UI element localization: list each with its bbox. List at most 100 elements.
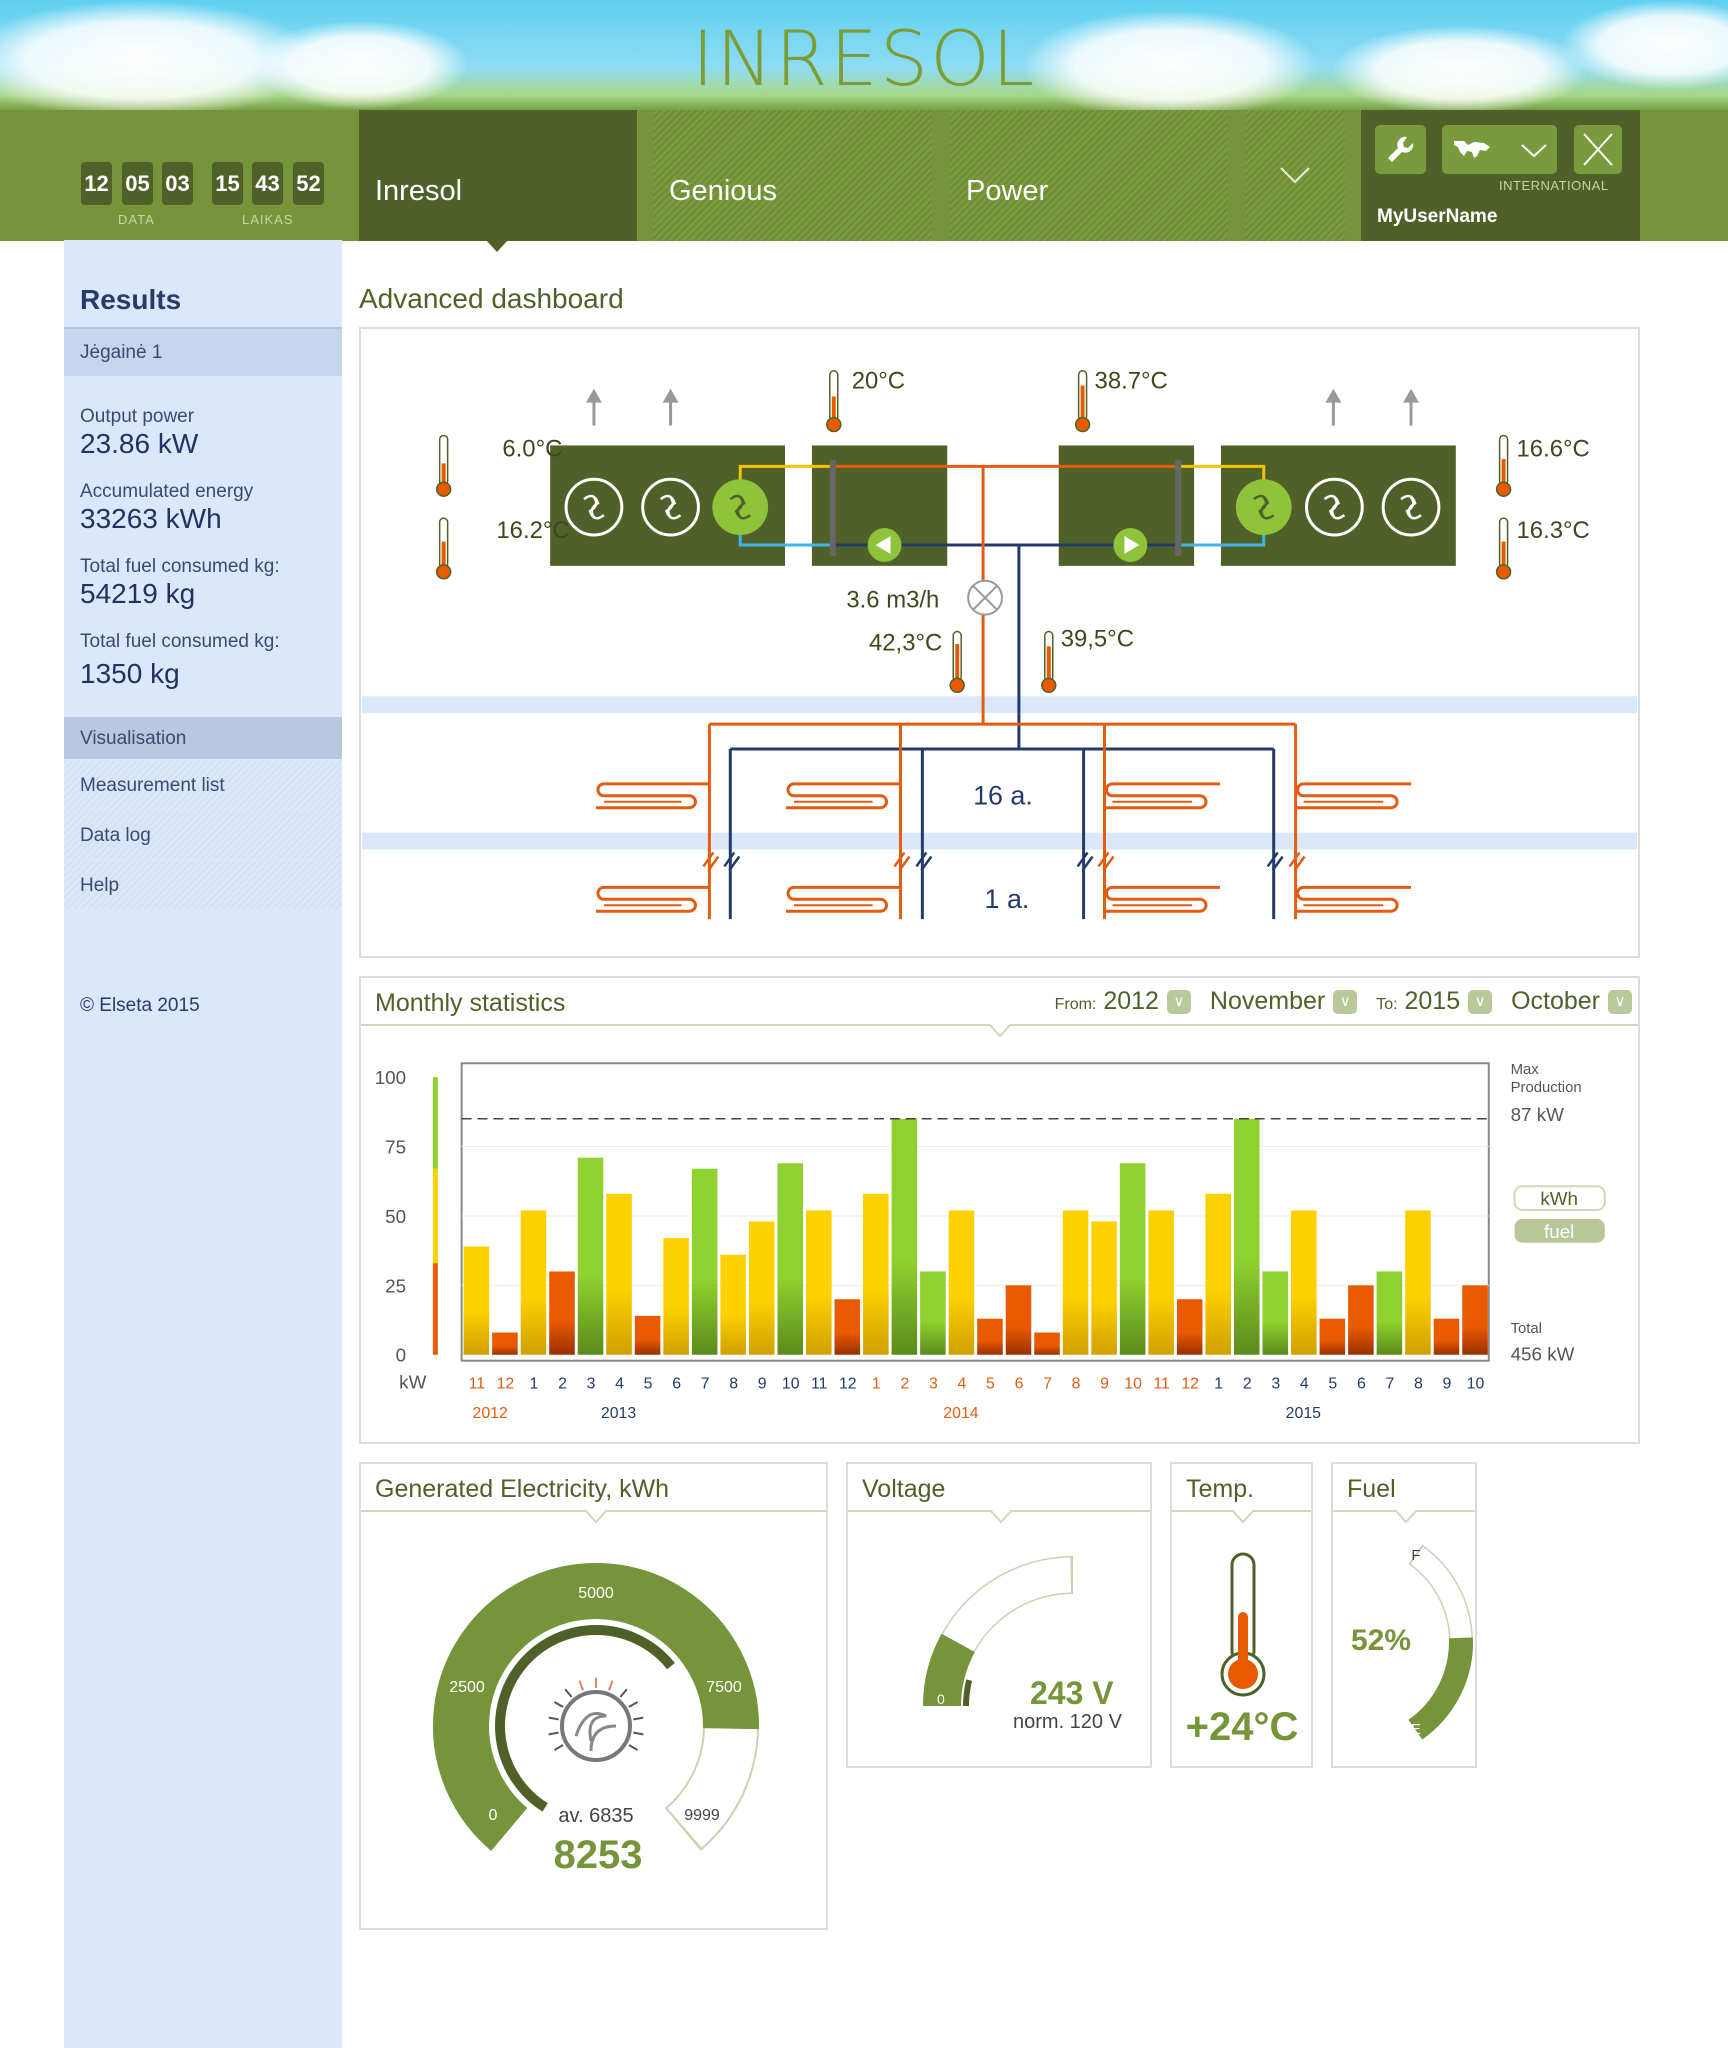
total-value: 456 kW xyxy=(1511,1344,1575,1365)
gauge-tick-label: 5000 xyxy=(578,1585,614,1602)
pump-left-icon[interactable] xyxy=(867,528,902,562)
radiator-icon xyxy=(595,782,710,810)
region-label: INTERNATIONAL xyxy=(1499,178,1609,193)
more-tabs-dropdown[interactable] xyxy=(1245,110,1345,241)
to-month-select[interactable]: October xyxy=(1511,987,1600,1015)
chevron-down-icon[interactable]: ∨ xyxy=(1608,990,1632,1015)
floor-divider xyxy=(362,832,1637,850)
x-tick-label: 5 xyxy=(1328,1375,1337,1392)
header-notch xyxy=(1395,1510,1417,1524)
language-selector[interactable] xyxy=(1442,125,1557,174)
to-year-select[interactable]: 2015 xyxy=(1404,987,1461,1015)
x-tick-label: 5 xyxy=(986,1375,995,1392)
close-icon xyxy=(1583,133,1613,166)
bar xyxy=(1319,1318,1346,1355)
gauge-zero-label: 0 xyxy=(937,1691,945,1707)
year-label: 2012 xyxy=(473,1405,508,1422)
kwh-toggle[interactable]: kWh xyxy=(1513,1185,1606,1211)
panel-title: Fuel xyxy=(1347,1475,1396,1503)
bar xyxy=(463,1246,490,1355)
average-arc xyxy=(495,1625,675,1812)
clock-hour: 15 xyxy=(212,162,243,205)
y-tick-label: 25 xyxy=(385,1275,406,1296)
thermometer-icon xyxy=(435,434,452,497)
color-scale-segment xyxy=(432,1168,438,1264)
heating-diagram: 6.0°C 16.2°C 20°C 38.7°C 16.6°C 16.3°C 3.6 m3/… xyxy=(359,327,1640,958)
chevron-down-icon[interactable]: ∨ xyxy=(1468,990,1493,1015)
max-production-value: 87 kW xyxy=(1511,1104,1565,1125)
radiator-icon xyxy=(786,782,901,810)
fan-icon xyxy=(641,477,700,537)
x-tick-label: 12 xyxy=(497,1375,515,1392)
header-notch xyxy=(1232,1510,1254,1524)
voltage-marker xyxy=(963,1679,973,1707)
fuel-toggle[interactable]: fuel xyxy=(1514,1218,1605,1243)
from-month-select[interactable]: November xyxy=(1209,987,1326,1015)
menu-item-measurement-list[interactable]: Measurement list xyxy=(64,761,342,809)
bar xyxy=(863,1193,889,1355)
pump-right-icon[interactable] xyxy=(1113,528,1148,562)
temperature-gauge: +24°C xyxy=(1186,1552,1298,1749)
bar xyxy=(948,1210,975,1355)
x-tick-label: 8 xyxy=(1072,1375,1081,1392)
airflow-arrow-icon xyxy=(662,388,679,426)
x-tick-label: 2 xyxy=(1243,1375,1252,1392)
tab-genious[interactable]: Genious xyxy=(653,110,932,241)
gauge-tick-label: 9999 xyxy=(684,1807,720,1824)
date-range: From: 2012 ∨ November ∨ To: 2015 ∨ October ∨ xyxy=(1055,987,1632,1016)
monthly-statistics-panel: Monthly statistics From: 2012 ∨ November ∨… xyxy=(359,976,1640,1444)
x-tick-label: 1 xyxy=(530,1375,539,1392)
year-label: 2015 xyxy=(1286,1405,1321,1422)
x-tick-label: 4 xyxy=(1300,1375,1309,1392)
menu-item-visualisation[interactable]: Visualisation xyxy=(64,717,342,759)
bar xyxy=(691,1168,718,1355)
stat-label: Output power xyxy=(80,406,195,427)
plant-selector[interactable]: Jėgainė 1 xyxy=(64,327,342,376)
menu-item-data-log[interactable]: Data log xyxy=(64,811,342,859)
exchanger-plate xyxy=(829,460,836,556)
tab-power[interactable]: Power xyxy=(950,110,1228,241)
fuel-gauge: F E 52% xyxy=(1351,1544,1473,1740)
flow-meter-icon xyxy=(967,579,1003,616)
temperature-panel: Temp. +24°C xyxy=(1170,1462,1313,1768)
y-axis-unit: kW xyxy=(399,1371,426,1392)
thermometer-icon xyxy=(1074,370,1091,433)
panel-header: Monthly statistics From: 2012 ∨ November ∨… xyxy=(361,978,1638,1026)
logo[interactable]: INRESOL xyxy=(691,14,1037,103)
gauge-tick-label: 2500 xyxy=(449,1679,485,1696)
toggle-label: kWh xyxy=(1540,1188,1578,1209)
menu-item-help[interactable]: Help xyxy=(64,861,342,909)
from-year-select[interactable]: 2012 xyxy=(1103,987,1159,1015)
chevron-down-icon[interactable]: ∨ xyxy=(1333,990,1358,1015)
temp-right-bottom: 16.3°C xyxy=(1517,517,1590,544)
tab-inresol[interactable]: Inresol xyxy=(359,110,637,241)
settings-button[interactable] xyxy=(1375,125,1426,174)
bar xyxy=(520,1210,547,1355)
y-tick-label: 75 xyxy=(385,1136,406,1157)
username[interactable]: MyUserName xyxy=(1377,206,1498,227)
x-tick-label: 1 xyxy=(1214,1375,1223,1392)
exchanger-plate xyxy=(1175,460,1182,556)
chevron-down-icon[interactable]: ∨ xyxy=(1166,990,1191,1015)
stat-label: Total fuel consumed kg: xyxy=(80,631,280,652)
x-tick-label: 6 xyxy=(1015,1375,1024,1392)
x-tick-label: 3 xyxy=(929,1375,938,1392)
pipe-break-icon xyxy=(893,851,933,872)
to-label: To: xyxy=(1376,996,1398,1013)
airflow-arrow-icon xyxy=(1325,388,1342,426)
max-production-label: Production xyxy=(1511,1080,1582,1096)
bar xyxy=(748,1221,775,1355)
bar xyxy=(834,1299,861,1355)
panel-title: Monthly statistics xyxy=(375,989,566,1017)
radiator-icon xyxy=(1104,885,1220,913)
stat-value: 1350 kg xyxy=(80,658,180,689)
page-title: Advanced dashboard xyxy=(359,283,624,314)
total-label: Total xyxy=(1511,1321,1542,1337)
logout-button[interactable] xyxy=(1574,125,1622,174)
tab-label: Power xyxy=(966,175,1049,207)
voltage-value: 243 V xyxy=(1030,1675,1114,1711)
airflow-arrow-icon xyxy=(585,388,602,426)
average-value: av. 6835 xyxy=(558,1805,633,1827)
bar xyxy=(1233,1118,1260,1355)
color-scale-segment xyxy=(432,1077,438,1169)
